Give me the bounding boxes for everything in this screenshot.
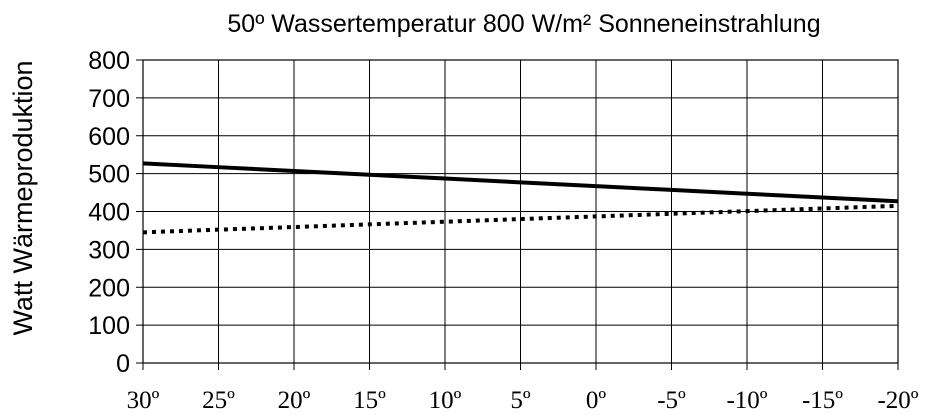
x-tick-label: 10º — [429, 387, 462, 414]
y-tick-label: 600 — [88, 123, 130, 151]
x-tick-label: 0º — [586, 387, 607, 414]
chart-title: 50º Wassertemperatur 800 W/m² Sonneneins… — [227, 10, 820, 38]
grid-lines — [136, 59, 899, 370]
series-line-1 — [142, 161, 899, 204]
y-tick-label: 200 — [88, 274, 130, 302]
x-tick-label: -15º — [802, 387, 843, 414]
y-tick-label: 800 — [88, 47, 130, 75]
x-tick-labels: 30º 25º 20º 15º 10º 5º 0º -5º -10º -15º -20º — [127, 387, 919, 414]
x-tick-label: -5º — [657, 387, 686, 414]
x-tick-label: -10º — [726, 387, 767, 414]
y-tick-label: 0 — [116, 350, 130, 378]
y-tick-labels: 0 100 200 300 400 500 600 700 800 — [88, 47, 130, 378]
x-tick-label: 30º — [127, 387, 160, 414]
y-tick-label: 300 — [88, 236, 130, 264]
x-tick-label: 15º — [353, 387, 386, 414]
x-tick-label: 25º — [202, 387, 235, 414]
y-tick-label: 400 — [88, 199, 130, 227]
x-tick-label: 20º — [278, 387, 311, 414]
y-tick-label: 500 — [88, 161, 130, 189]
y-axis-label: Watt Wärmeproduktion — [8, 60, 38, 335]
series-lines — [142, 161, 899, 235]
x-tick-label: -20º — [877, 387, 918, 414]
x-tick-label: 5º — [510, 387, 531, 414]
y-tick-label: 100 — [88, 312, 130, 340]
y-tick-label: 700 — [88, 85, 130, 113]
plot-area-frame — [142, 59, 899, 364]
